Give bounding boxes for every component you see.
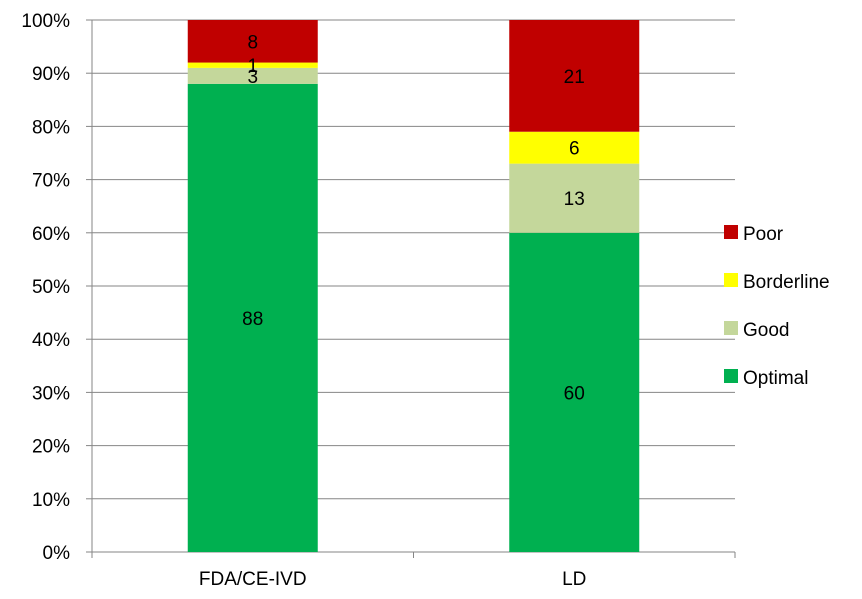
axes: 0% 10% 20% 30% 40% 50% 60% 70% 80% 90% 100% FDA/CE-… bbox=[21, 11, 736, 590]
bar-segment-good bbox=[509, 163, 640, 233]
data-label: 13 bbox=[564, 189, 585, 210]
x-category-label: FDA/CE-IVD bbox=[199, 569, 307, 590]
y-tick-label: 70% bbox=[32, 171, 70, 192]
y-tick-label: 90% bbox=[32, 64, 70, 85]
data-label: 60 bbox=[564, 383, 585, 404]
bar-segment-poor bbox=[509, 20, 640, 132]
bar-segment-good bbox=[187, 67, 318, 84]
y-tick-label: 0% bbox=[43, 543, 71, 564]
data-label: 6 bbox=[569, 139, 580, 160]
legend-swatch-optimal bbox=[724, 369, 738, 383]
x-category-label: LD bbox=[562, 569, 586, 590]
legend-label: Borderline bbox=[743, 272, 830, 293]
bar-segment-borderline bbox=[509, 131, 640, 164]
data-label: 8 bbox=[247, 32, 258, 53]
bar-segment-optimal bbox=[187, 83, 318, 552]
y-tick-label: 60% bbox=[32, 224, 70, 245]
y-tick-label: 30% bbox=[32, 383, 70, 404]
legend-label: Optimal bbox=[743, 368, 808, 389]
bar-segment-optimal bbox=[509, 232, 640, 553]
legend-swatch-good bbox=[724, 321, 738, 335]
y-tick-label: 80% bbox=[32, 117, 70, 138]
legend: Poor Borderline Good Optimal bbox=[724, 224, 830, 389]
y-tick-label: 50% bbox=[32, 277, 70, 298]
data-label: 1 bbox=[247, 56, 258, 77]
data-labels: 88 31 8 60 13 6 21 bbox=[242, 32, 585, 404]
legend-label: Good bbox=[743, 320, 789, 341]
data-label: 21 bbox=[564, 67, 585, 88]
bars bbox=[187, 20, 640, 553]
y-tick-label: 10% bbox=[32, 490, 70, 511]
legend-swatch-borderline bbox=[724, 273, 738, 287]
data-label: 3 bbox=[247, 67, 258, 88]
bar-segment-borderline bbox=[187, 62, 318, 68]
y-tick-label: 20% bbox=[32, 437, 70, 458]
bar-segment-poor bbox=[187, 20, 318, 63]
y-tick-label: 40% bbox=[32, 330, 70, 351]
legend-swatch-poor bbox=[724, 225, 738, 239]
legend-label: Poor bbox=[743, 224, 784, 245]
data-label: 88 bbox=[242, 309, 263, 330]
y-tick-label: 100% bbox=[21, 11, 70, 32]
